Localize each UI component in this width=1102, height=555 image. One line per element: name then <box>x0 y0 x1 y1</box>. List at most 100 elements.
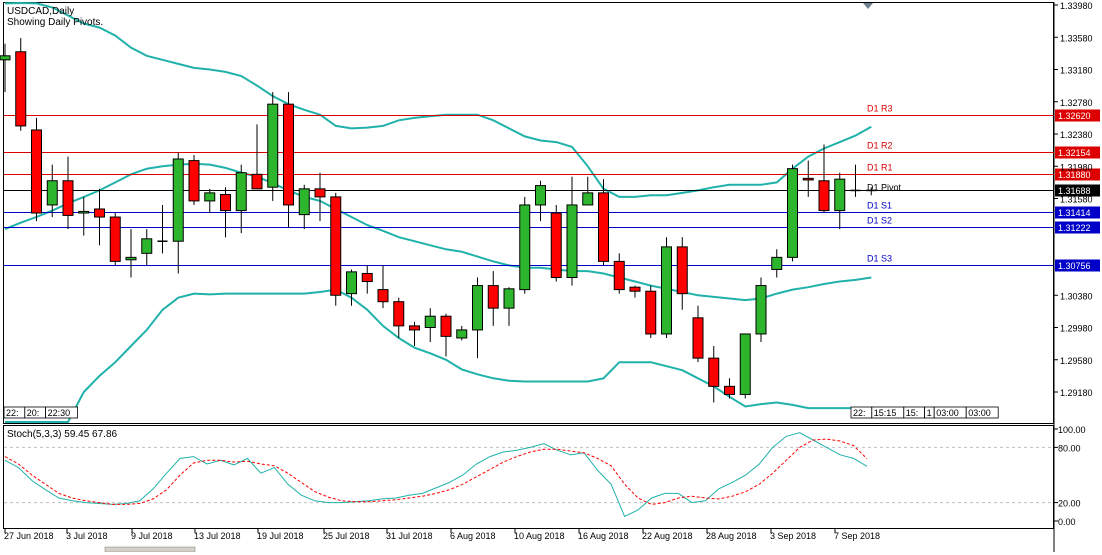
session-time-label: 20: <box>27 408 40 418</box>
candle <box>361 265 373 294</box>
pivot-price-value: 1.32620 <box>1058 111 1091 121</box>
date-tick-label: 7 Sep 2018 <box>834 531 880 541</box>
candle <box>78 196 90 236</box>
pivot-price-tag: 1.31414 <box>1055 206 1100 219</box>
candle <box>125 229 137 278</box>
candle <box>172 152 184 274</box>
pivot-price-tag: 1.31222 <box>1055 221 1100 234</box>
session-time-label: 22: <box>853 408 866 418</box>
bollinger-middle-line <box>4 162 872 302</box>
session-times-left: 22: 20: 22:30 <box>3 406 78 419</box>
candle <box>141 229 153 266</box>
candle <box>566 176 578 286</box>
horizontal-scrollbar-thumb[interactable] <box>104 546 196 553</box>
price-tick-label: 1.31580 <box>1060 195 1093 205</box>
date-axis: 27 Jun 2018 3 Jul 2018 9 Jul 2018 13 Jul 20… <box>4 529 880 541</box>
candle <box>598 179 609 266</box>
candle <box>613 253 625 294</box>
session-times-right: 22: 15:15 15: 1 03:00 03:00 <box>850 406 999 419</box>
price-tick-label: 1.33980 <box>1060 1 1093 11</box>
pivot-price-value: 1.30756 <box>1058 261 1091 271</box>
session-time-label: 15: <box>906 408 919 418</box>
date-tick-label: 9 Jul 2018 <box>131 531 173 541</box>
triangle-down-icon[interactable] <box>863 3 873 9</box>
candle <box>330 192 342 306</box>
stoch-tick-label: 0.00 <box>1058 517 1076 527</box>
candle <box>46 164 58 218</box>
candle <box>834 172 846 230</box>
pivot-label: D1 R1 <box>867 163 893 173</box>
pivot-label: D1 Pivot <box>867 183 902 193</box>
price-tick-label: 1.30380 <box>1060 291 1093 301</box>
pivot-label: D1 S1 <box>867 201 892 211</box>
stoch-indicator-label: Stoch(5,3,3) 59.45 67.86 <box>7 429 118 440</box>
candle <box>157 204 168 254</box>
candle <box>866 187 877 196</box>
candle <box>109 213 121 266</box>
date-tick-label: 10 Aug 2018 <box>514 531 565 541</box>
candle <box>251 124 263 190</box>
pivot-price-tag: 1.31688 <box>1055 184 1100 197</box>
candle <box>283 92 294 228</box>
price-tick-label: 1.33580 <box>1060 33 1093 43</box>
date-tick-label: 13 Jul 2018 <box>194 531 241 541</box>
candle <box>629 285 641 298</box>
stoch-tick-label: 80.00 <box>1058 443 1081 453</box>
date-tick-label: 3 Sep 2018 <box>770 531 816 541</box>
pivot-price-value: 1.31222 <box>1058 223 1091 233</box>
date-tick-label: 22 Aug 2018 <box>642 531 693 541</box>
candle <box>645 285 657 338</box>
candle <box>456 325 468 341</box>
candle <box>62 156 74 230</box>
pivot-price-value: 1.31688 <box>1058 186 1091 196</box>
price-axis: 1.33980 1.33580 1.33180 1.32780 1.32380 1.319… <box>1054 1 1093 398</box>
price-tick-label: 1.29180 <box>1060 388 1093 398</box>
session-time-label: 1 <box>927 408 932 418</box>
date-tick-label: 16 Aug 2018 <box>578 531 629 541</box>
pivot-label: D1 R3 <box>867 104 893 114</box>
pivot-label: D1 S2 <box>867 216 892 226</box>
candle <box>94 188 105 246</box>
stoch-tick-label: 20.00 <box>1058 499 1081 509</box>
candle <box>377 265 389 309</box>
price-tick-label: 1.29980 <box>1060 324 1093 334</box>
pivot-price-value: 1.31880 <box>1058 170 1091 180</box>
candle <box>15 38 27 131</box>
candle <box>298 184 310 230</box>
candle <box>267 92 279 201</box>
date-tick-label: 19 Jul 2018 <box>257 531 304 541</box>
date-tick-label: 27 Jun 2018 <box>4 531 54 541</box>
candle <box>487 271 499 326</box>
candlesticks <box>0 38 877 403</box>
date-tick-label: 3 Jul 2018 <box>66 531 108 541</box>
candle <box>0 43 11 93</box>
candle <box>393 297 405 338</box>
candle <box>787 164 798 262</box>
stoch-panel-frame <box>3 425 1054 529</box>
stoch-tick-label: 100.00 <box>1058 425 1086 435</box>
price-tick-label: 1.32380 <box>1060 130 1093 140</box>
date-tick-label: 6 Aug 2018 <box>450 531 496 541</box>
price-tick-label: 1.31980 <box>1060 162 1093 172</box>
pivot-price-value: 1.32154 <box>1058 148 1091 158</box>
candle <box>188 154 200 205</box>
price-tick-label: 1.29580 <box>1060 356 1093 366</box>
pivot-lines: D1 R3 1.32620 D1 R2 1.32154 D1 R1 1.31880 D1 P… <box>4 104 1100 272</box>
candle <box>818 144 830 214</box>
candle <box>409 321 420 347</box>
pivot-label: D1 R2 <box>867 141 893 151</box>
chart-symbol-label: USDCAD,Daily <box>7 6 74 17</box>
candle <box>235 164 247 234</box>
price-tick-label: 1.33180 <box>1060 66 1093 76</box>
price-tick-label: 1.32780 <box>1060 98 1093 108</box>
session-time-label: 22: <box>6 408 19 418</box>
candle <box>708 346 720 403</box>
stochastic-oscillator: 100.00 80.00 20.00 0.00 <box>4 425 1086 527</box>
pivot-info-label: Showing Daily Pivots. <box>7 17 103 28</box>
candle <box>802 160 814 197</box>
bollinger-lower-line <box>5 288 872 423</box>
candle <box>771 249 783 278</box>
session-time-label: 03:00 <box>936 408 959 418</box>
